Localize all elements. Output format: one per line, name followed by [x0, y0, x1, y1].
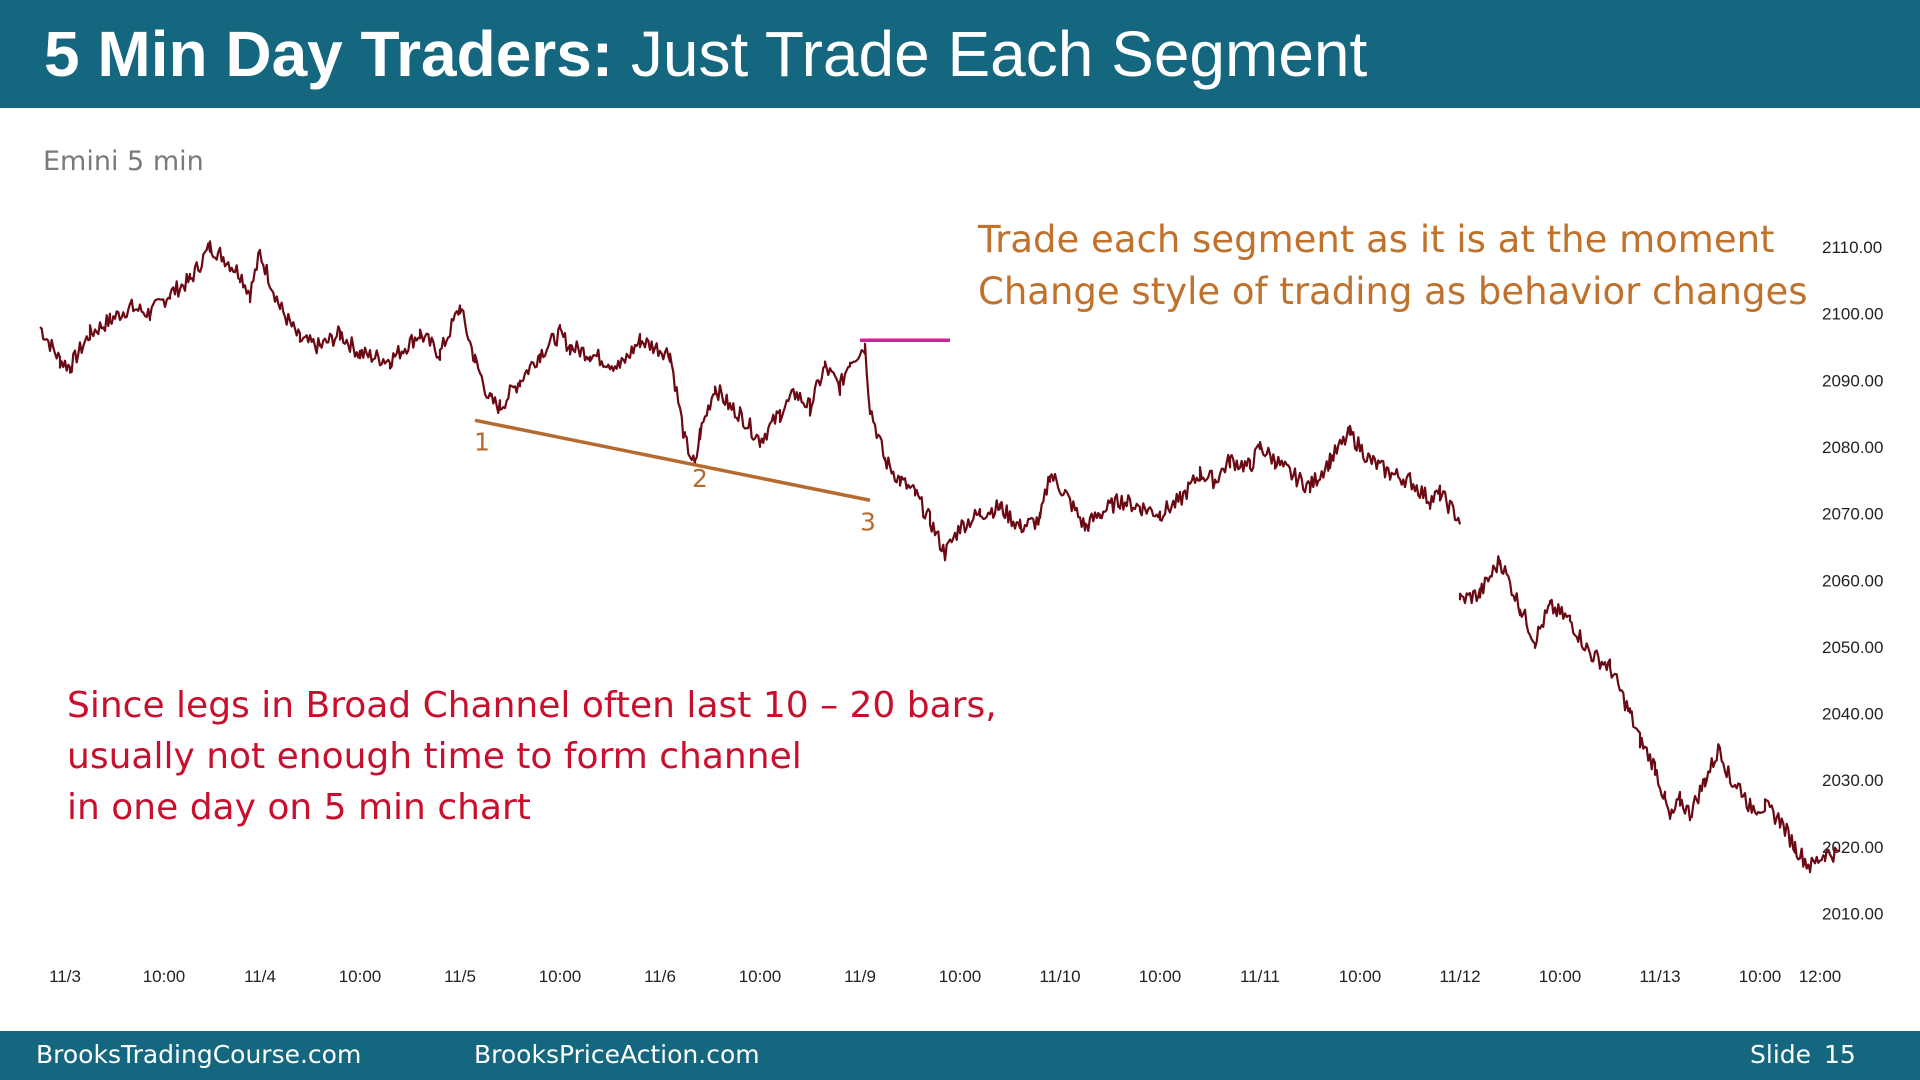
y-tick-label: 2030.00	[1822, 771, 1883, 790]
x-tick-label: 11/5	[444, 967, 476, 986]
y-tick-label: 2100.00	[1822, 305, 1883, 324]
red-note: Since legs in Broad Channel often last 1…	[67, 680, 997, 833]
x-tick-label: 10:00	[339, 967, 382, 986]
y-tick-label: 2070.00	[1822, 505, 1883, 524]
orange-note-line-1: Trade each segment as it is at the momen…	[978, 218, 1775, 261]
swing-label-3: 3	[860, 507, 876, 536]
x-tick-label: 10:00	[1739, 967, 1782, 986]
y-tick-label: 2050.00	[1822, 638, 1883, 657]
x-tick-label: 11/10	[1039, 967, 1080, 986]
footer-site-brookspriceaction: BrooksPriceAction.com	[474, 1040, 760, 1069]
y-tick-label: 2010.00	[1822, 905, 1883, 924]
slide-title-rest: Just Trade Each Segment	[630, 18, 1368, 90]
x-tick-label: 11/4	[244, 967, 276, 986]
y-tick-label: 2090.00	[1822, 371, 1883, 390]
x-tick-label: 11/9	[844, 967, 876, 986]
title-bar: 5 Min Day Traders: Just Trade Each Segme…	[0, 0, 1920, 108]
orange-note-line-2: Change style of trading as behavior chan…	[978, 270, 1808, 313]
footer-bar: BrooksTradingCourse.com BrooksPriceActio…	[0, 1031, 1920, 1080]
red-note-line-2: usually not enough time to form channel	[67, 736, 802, 777]
y-tick-label: 2020.00	[1822, 838, 1883, 857]
x-tick-label: 12:00	[1799, 967, 1842, 986]
x-tick-label: 10:00	[739, 967, 782, 986]
x-tick-label: 11/6	[644, 967, 676, 986]
price-series-line	[39, 240, 1841, 874]
y-tick-label: 2060.00	[1822, 571, 1883, 590]
y-tick-label: 2080.00	[1822, 438, 1883, 457]
x-tick-label: 11/13	[1639, 967, 1680, 986]
x-tick-label: 10:00	[1339, 967, 1382, 986]
slide-number: 15	[1824, 1040, 1856, 1069]
y-tick-label: 2040.00	[1822, 705, 1883, 724]
swing-label-1: 1	[474, 427, 490, 456]
y-tick-label: 2110.00	[1822, 238, 1882, 257]
orange-note: Trade each segment as it is at the momen…	[978, 214, 1808, 318]
slide-title: 5 Min Day Traders: Just Trade Each Segme…	[44, 14, 1367, 94]
x-tick-label: 10:00	[939, 967, 982, 986]
chart-label: Emini 5 min	[43, 146, 204, 177]
trendline	[474, 418, 871, 502]
x-tick-label: 11/11	[1240, 967, 1280, 986]
red-note-line-1: Since legs in Broad Channel often last 1…	[67, 685, 997, 726]
swing-label-2: 2	[692, 464, 708, 493]
x-tick-label: 10:00	[1139, 967, 1182, 986]
red-note-line-3: in one day on 5 min chart	[67, 787, 531, 828]
x-tick-label: 10:00	[1539, 967, 1582, 986]
x-tick-label: 11/12	[1439, 967, 1480, 986]
slide-title-bold: 5 Min Day Traders:	[44, 18, 614, 90]
x-tick-label: 11/3	[49, 967, 81, 986]
x-tick-label: 10:00	[539, 967, 582, 986]
x-tick-label: 10:00	[143, 967, 186, 986]
price-chart: 2110.00 2100.00 2090.00 2080.00 2070.00 2060.…	[39, 238, 1883, 986]
footer-site-brookstradingcourse: BrooksTradingCourse.com	[36, 1040, 362, 1069]
slide-label: Slide	[1750, 1040, 1812, 1069]
